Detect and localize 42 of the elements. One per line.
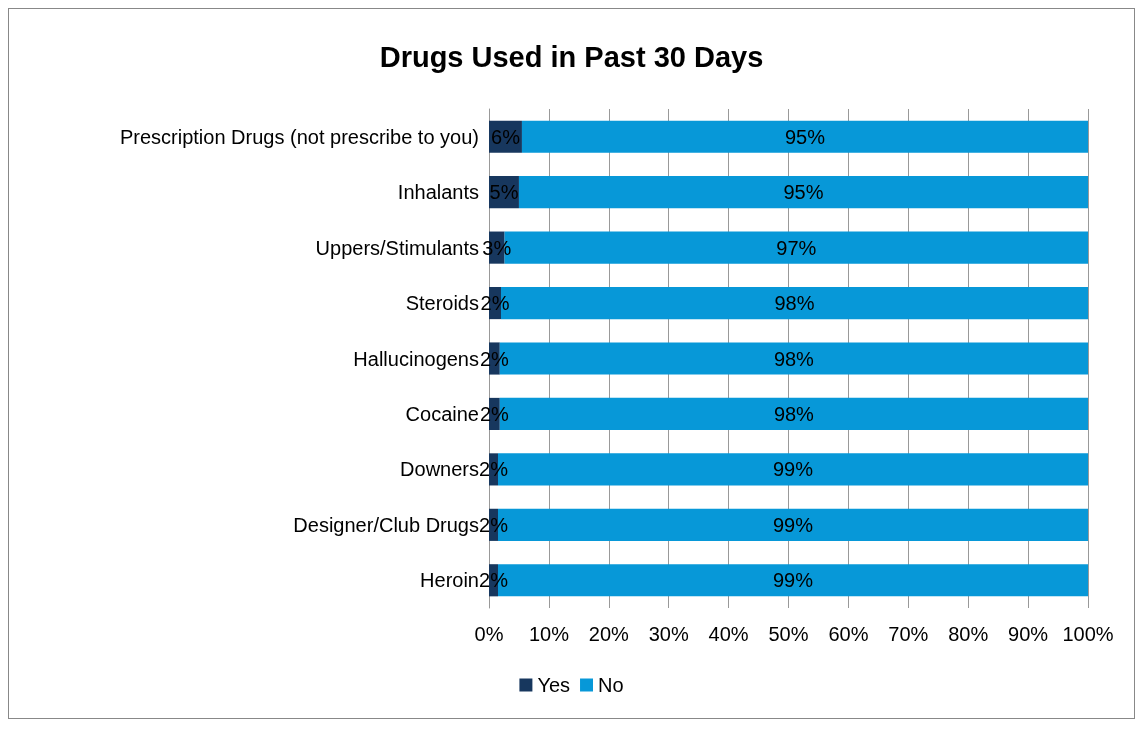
y-tick-label: Heroin <box>420 569 479 592</box>
data-label: 99% <box>772 513 814 536</box>
data-label: 98% <box>773 347 815 370</box>
data-label: 2% <box>479 347 510 370</box>
y-tick-label: Steroids <box>405 292 479 315</box>
y-tick-label: Prescription Drugs (not prescribe to you) <box>119 125 479 148</box>
x-tick-label: 10% <box>528 623 570 645</box>
data-label: 97% <box>776 236 817 259</box>
data-label: 98% <box>774 292 815 315</box>
data-label: 6% <box>491 125 521 148</box>
data-label: 99% <box>772 569 814 592</box>
x-tick-label: 40% <box>708 623 749 645</box>
y-tick-label: Designer/Club Drugs <box>293 513 479 536</box>
data-label: 2% <box>479 513 509 536</box>
data-label: 95% <box>784 125 826 148</box>
data-label: 99% <box>772 458 814 481</box>
x-tick-label: 70% <box>888 623 929 645</box>
data-label: 2% <box>480 292 510 315</box>
x-tick-label: 0% <box>474 623 504 645</box>
chart-title: Drugs Used in Past 30 Days <box>379 40 764 73</box>
y-tick-label: Hallucinogens <box>353 347 479 370</box>
data-label: 2% <box>479 569 509 592</box>
legend-label: Yes <box>537 674 571 696</box>
x-tick-label: 50% <box>768 623 809 645</box>
x-tick-label: 20% <box>588 623 630 645</box>
data-label: 5% <box>489 181 519 204</box>
bar <box>521 120 1088 153</box>
y-tick-label: Inhalants <box>397 181 479 204</box>
x-tick-label: 60% <box>828 623 869 645</box>
x-tick-label: 30% <box>648 623 689 645</box>
y-tick-label: Cocaine <box>405 402 479 425</box>
data-label: 95% <box>783 181 824 204</box>
data-label: 98% <box>773 402 815 425</box>
legend-label: No <box>598 674 624 696</box>
data-label: 2% <box>479 458 509 481</box>
x-tick-label: 100% <box>1062 623 1114 645</box>
bar <box>518 176 1088 209</box>
y-tick-label: Uppers/Stimulants <box>315 236 479 259</box>
x-tick-label: 80% <box>948 623 989 645</box>
x-tick-label: 90% <box>1008 623 1049 645</box>
data-label: 2% <box>479 402 510 425</box>
y-tick-label: Downers <box>400 458 479 481</box>
